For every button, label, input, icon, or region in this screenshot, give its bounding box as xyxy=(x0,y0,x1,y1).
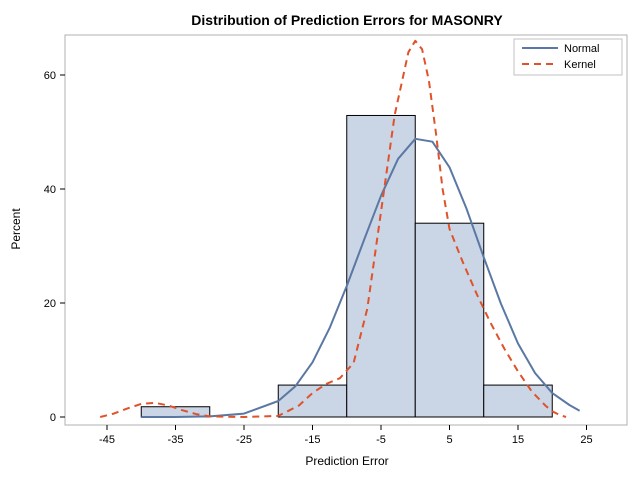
x-tick-label: -35 xyxy=(168,434,184,446)
legend-frame xyxy=(513,38,623,76)
y-axis-label: Percent xyxy=(9,208,23,250)
histogram-bar-4 xyxy=(414,222,485,418)
legend-label-normal: Normal xyxy=(564,43,599,55)
x-tick-label: -15 xyxy=(305,434,321,446)
y-tick-label: 20 xyxy=(44,298,56,310)
plot-area xyxy=(64,34,628,426)
histogram-bars xyxy=(140,114,553,418)
x-tick-label: 25 xyxy=(580,434,592,446)
x-tick-label: 5 xyxy=(446,434,452,446)
y-tick-label: 0 xyxy=(50,412,56,424)
y-tick-label: 60 xyxy=(44,70,56,82)
x-axis-label: Prediction Error xyxy=(305,454,388,468)
x-tick-label: -45 xyxy=(99,434,115,446)
legend-label-kernel: Kernel xyxy=(564,59,596,71)
y-axis: 0 20 40 60 xyxy=(44,70,65,424)
y-tick-label: 40 xyxy=(44,184,56,196)
histogram-bar-3 xyxy=(346,114,416,418)
x-tick-label: 15 xyxy=(512,434,524,446)
plot-frame xyxy=(64,34,628,426)
x-axis: -45 -35 -25 -15 -5 5 15 25 xyxy=(99,425,593,446)
x-tick-label: -5 xyxy=(376,434,386,446)
normal-curve xyxy=(141,137,581,418)
x-tick-label: -25 xyxy=(236,434,252,446)
chart-title: Distribution of Prediction Errors for MA… xyxy=(191,12,503,28)
density-curves xyxy=(99,39,581,418)
histogram-bar-2 xyxy=(277,384,348,418)
histogram-bar-5 xyxy=(483,384,553,418)
legend: Normal Kernel xyxy=(513,38,623,76)
